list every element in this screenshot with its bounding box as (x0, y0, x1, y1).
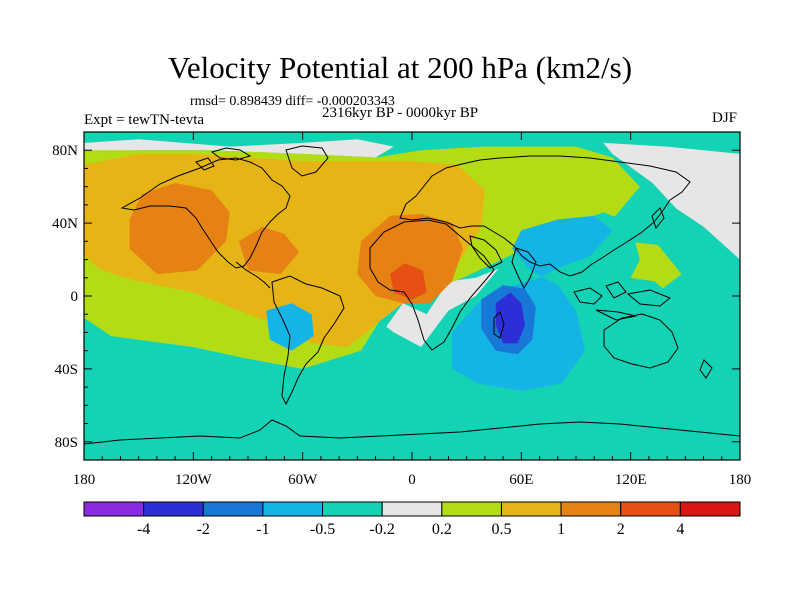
colorbar-swatch (560, 501, 622, 517)
contour-region-12 (266, 303, 314, 351)
colorbar-label: 4 (676, 521, 684, 538)
x-tick-label: 180 (73, 472, 96, 488)
x-tick-label: 60W (288, 472, 318, 488)
y-axis: 80N 40N 0 40S 80S (52, 143, 740, 451)
contour-region-1 (603, 142, 740, 260)
colorbar-swatch (83, 501, 145, 517)
colorbar: -4 -2 -1 -0.5 -0.2 0.2 0.5 1 2 4 (83, 501, 741, 538)
colorbar-label: 0.2 (432, 521, 452, 538)
colorbar-label: 2 (617, 521, 625, 538)
colorbar-label: -0.5 (310, 521, 335, 538)
colorbar-label: 1 (557, 521, 565, 538)
contour-region-9 (390, 263, 427, 300)
colorbar-swatch (679, 501, 741, 517)
contour-region-7 (238, 226, 299, 275)
experiment-label: Expt = tewTN-tevta (84, 112, 205, 128)
colorbar-label: -4 (137, 521, 150, 538)
y-tick-label: 80N (52, 143, 78, 159)
colorbar-swatch (202, 501, 264, 517)
x-tick-label: 180 (729, 472, 752, 488)
colorbar-label: -1 (256, 521, 269, 538)
colorbar-label: -2 (197, 521, 210, 538)
chart-title: Velocity Potential at 200 hPa (km2/s) (167, 50, 633, 85)
x-tick-label: 0 (408, 472, 416, 488)
colorbar-swatch (441, 501, 502, 517)
season-label: DJF (712, 110, 738, 126)
y-tick-label: 40N (52, 216, 78, 232)
x-axis: 180 120W 60W 0 60E 120E 180 (73, 132, 752, 488)
y-tick-label: 80S (55, 435, 78, 451)
y-tick-label: 0 (71, 289, 79, 305)
colorbar-swatch (143, 501, 204, 517)
colorbar-swatch (500, 501, 562, 517)
contour-fills (84, 132, 740, 460)
x-tick-label: 120E (615, 472, 647, 488)
colorbar-swatch (262, 501, 324, 517)
colorbar-swatch (322, 501, 383, 517)
y-tick-label: 40S (55, 362, 78, 378)
stats-label: rmsd= 0.898439 diff= -0.000203343 (190, 94, 395, 109)
colorbar-swatch (620, 501, 681, 517)
coastlines (84, 145, 740, 445)
contour-region-8 (357, 214, 463, 304)
contour-region-2 (84, 139, 394, 158)
contour-region-14 (495, 292, 525, 344)
x-tick-label: 120W (175, 472, 213, 488)
x-tick-label: 60E (509, 472, 533, 488)
period-label: 2316kyr BP - 0000kyr BP (322, 105, 479, 121)
colorbar-label: -0.2 (370, 521, 395, 538)
colorbar-label: 0.5 (491, 521, 511, 538)
colorbar-swatch (381, 501, 443, 517)
